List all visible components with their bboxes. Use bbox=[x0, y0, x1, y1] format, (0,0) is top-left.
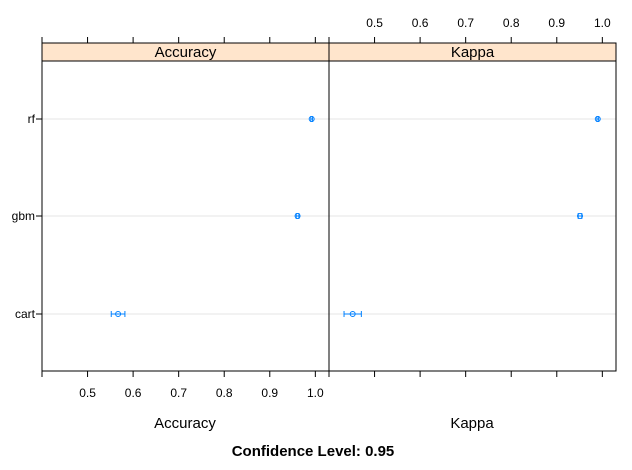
x-axis-title-accuracy: Accuracy bbox=[154, 415, 216, 432]
panel-accuracy: Accuracy bbox=[41, 42, 330, 372]
tick-label-top: 0.6 bbox=[412, 16, 429, 30]
y-label-rf: rf bbox=[28, 112, 36, 126]
tick-label-bottom: 0.8 bbox=[216, 386, 233, 400]
tick-label-top: 0.7 bbox=[457, 16, 474, 30]
tick-label-bottom: 0.6 bbox=[125, 386, 142, 400]
y-label-gbm: gbm bbox=[12, 209, 35, 223]
tick-label-bottom: 0.5 bbox=[79, 386, 96, 400]
y-label-cart: cart bbox=[15, 307, 36, 321]
panel-border bbox=[41, 42, 330, 372]
strip-label-kappa: Kappa bbox=[451, 44, 495, 61]
point-gbm bbox=[577, 213, 584, 219]
x-axis-title-kappa: Kappa bbox=[450, 415, 494, 432]
point-rf bbox=[308, 116, 315, 122]
panel-border bbox=[328, 42, 617, 372]
tick-label-bottom: 0.7 bbox=[170, 386, 187, 400]
chart-caption: Confidence Level: 0.95 bbox=[232, 443, 395, 460]
point-gbm bbox=[294, 213, 301, 219]
panel-kappa: Kappa bbox=[328, 42, 617, 372]
point-cart bbox=[115, 311, 122, 317]
strip-label-accuracy: Accuracy bbox=[155, 44, 217, 61]
tick-label-top: 0.5 bbox=[366, 16, 383, 30]
point-rf bbox=[594, 116, 601, 122]
tick-label-bottom: 0.9 bbox=[261, 386, 278, 400]
tick-label-top: 1.0 bbox=[594, 16, 611, 30]
point-cart bbox=[349, 311, 356, 317]
tick-label-top: 0.9 bbox=[548, 16, 565, 30]
tick-label-bottom: 1.0 bbox=[307, 386, 324, 400]
tick-label-top: 0.8 bbox=[503, 16, 520, 30]
